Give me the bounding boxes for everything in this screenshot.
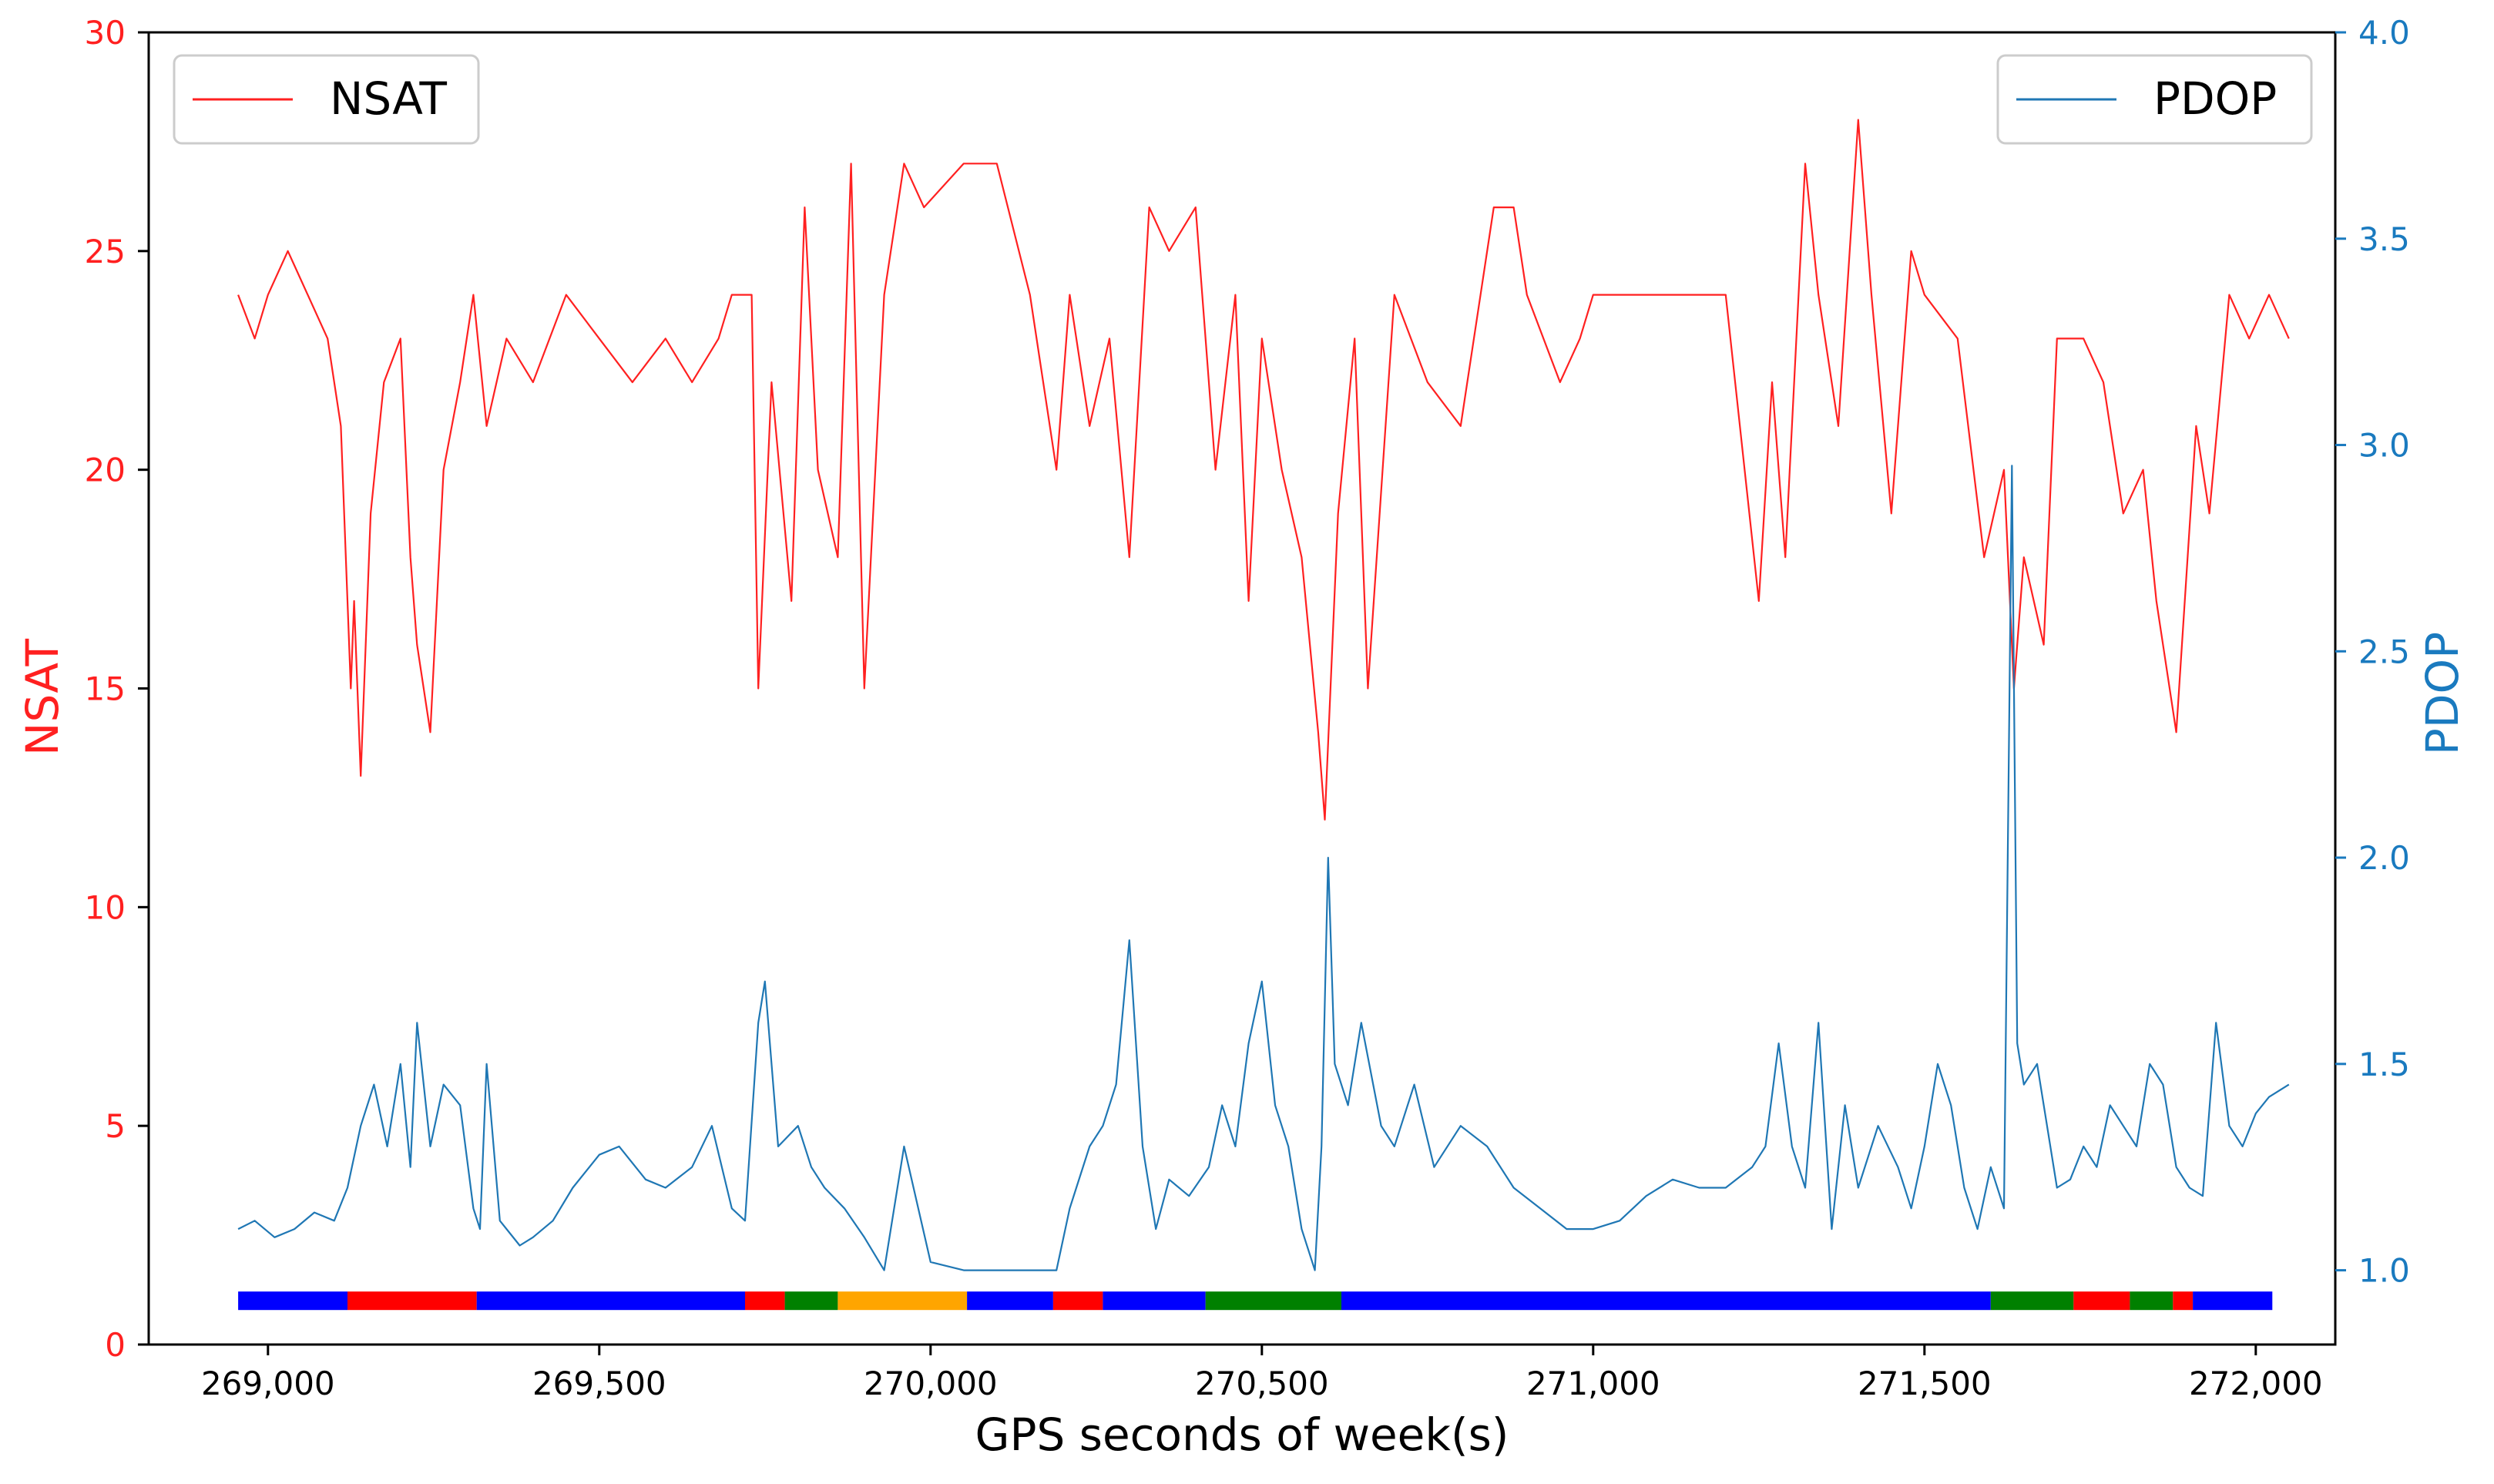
legend-nsat-label: NSAT <box>330 72 447 125</box>
segment-bar-segment-12 <box>1990 1291 2074 1311</box>
legend-pdop-box <box>1996 54 2313 145</box>
segment-bar-segment-7 <box>967 1291 1053 1311</box>
legend-nsat: NSAT <box>173 54 480 145</box>
x-tick-label: 272,000 <box>2189 1365 2323 1402</box>
x-axis-label: GPS seconds of week(s) <box>975 1408 1509 1461</box>
x-tick-label: 270,000 <box>864 1365 998 1402</box>
y-right-tick-label: 4.0 <box>2358 14 2410 52</box>
segment-bar-segment-15 <box>2173 1291 2194 1311</box>
y-left-tick-label: 15 <box>85 670 126 708</box>
series-line-nsat <box>237 119 2290 821</box>
series-line-pdop <box>237 465 2290 1271</box>
y-right-tick-label: 1.0 <box>2358 1252 2410 1290</box>
x-tick-label: 269,000 <box>201 1365 335 1402</box>
segment-bar-segment-4 <box>745 1291 785 1311</box>
y-right-tick-label: 3.5 <box>2358 220 2410 258</box>
y-right-tick-label: 3.0 <box>2358 427 2410 465</box>
segment-bar-segment-14 <box>2130 1291 2173 1311</box>
x-tick-label: 269,500 <box>532 1365 666 1402</box>
segment-bar-segment-9 <box>1103 1291 1206 1311</box>
x-tick-label: 271,500 <box>1858 1365 1992 1402</box>
y-left-axis-label: NSAT <box>16 638 69 755</box>
segment-bar-segment-2 <box>347 1291 477 1311</box>
x-tick-label: 271,000 <box>1526 1365 1660 1402</box>
segment-bar-segment-10 <box>1205 1291 1341 1311</box>
legend-nsat-box <box>173 54 480 145</box>
y-left-tick-label: 0 <box>105 1326 126 1364</box>
segment-bar-segment-3 <box>476 1291 745 1311</box>
y-right-axis-label: PDOP <box>2416 632 2469 755</box>
legend-pdop-label: PDOP <box>2153 72 2277 125</box>
segment-bar-segment-5 <box>784 1291 838 1311</box>
y-left-tick-label: 25 <box>85 233 126 270</box>
segment-bar-segment-11 <box>1341 1291 1991 1311</box>
y-left-tick-label: 20 <box>85 452 126 489</box>
segment-bar-segment-13 <box>2073 1291 2130 1311</box>
segment-bar-segment-8 <box>1052 1291 1103 1311</box>
segment-bar-segment-1 <box>238 1291 347 1311</box>
segment-bar <box>238 1291 2273 1311</box>
y-right-axis-ticks: 1.0 1.5 2.0 2.5 3.0 3.5 4.0 <box>2335 14 2410 1290</box>
series-layer <box>237 119 2290 1271</box>
y-left-tick-label: 30 <box>85 14 126 52</box>
y-right-tick-label: 1.5 <box>2358 1046 2410 1083</box>
y-left-axis-ticks: 0 5 10 15 20 25 30 <box>85 14 149 1364</box>
y-left-tick-label: 10 <box>85 888 126 926</box>
y-right-tick-label: 2.5 <box>2358 633 2410 670</box>
y-left-tick-label: 5 <box>105 1107 126 1145</box>
x-tick-label: 270,500 <box>1195 1365 1329 1402</box>
segment-bar-segment-6 <box>837 1291 968 1311</box>
legend-pdop: PDOP <box>1996 54 2313 145</box>
y-right-tick-label: 2.0 <box>2358 839 2410 877</box>
segment-bar-segment-16 <box>2193 1291 2273 1311</box>
x-axis-ticks: 269,000 269,500 270,000 270,500 271,000 271,5… <box>201 1345 2323 1402</box>
